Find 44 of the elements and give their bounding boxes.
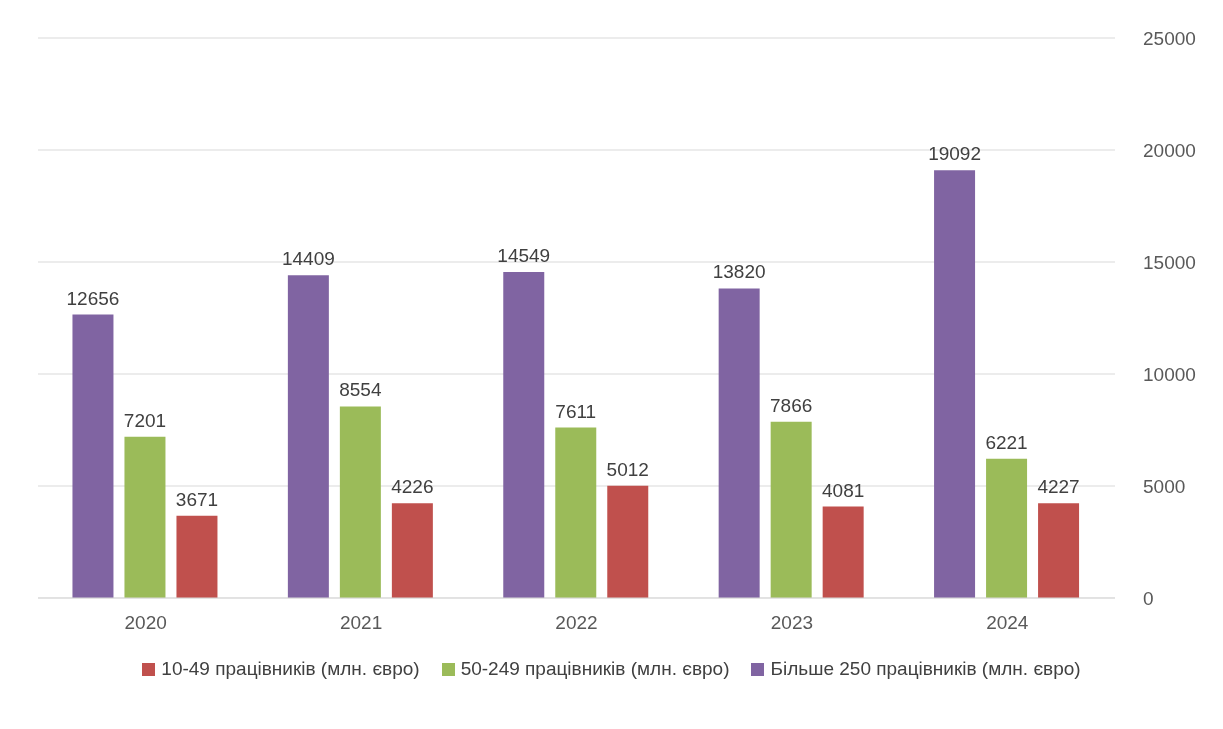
- bar: [72, 314, 114, 598]
- bar: [770, 421, 812, 598]
- data-label: 3671: [175, 488, 219, 510]
- x-tick-label: 2023: [770, 612, 814, 634]
- data-label: 19092: [928, 143, 981, 165]
- data-label: 14409: [281, 248, 335, 270]
- x-tick-label: 2021: [339, 612, 383, 634]
- y-tick-label: 25000: [1143, 27, 1196, 49]
- data-label: 8554: [339, 379, 382, 401]
- data-label: 4227: [1037, 476, 1080, 498]
- bar: [986, 458, 1028, 598]
- data-label: 7201: [123, 409, 167, 431]
- x-tick-label: 2020: [124, 612, 167, 634]
- data-label: 7866: [770, 394, 813, 416]
- bar: [503, 272, 545, 598]
- bar: [607, 485, 649, 598]
- y-tick-label: 5000: [1143, 475, 1186, 497]
- data-label: 6221: [985, 431, 1028, 453]
- legend-label: 50-249 працівників (млн. євро): [460, 658, 730, 680]
- x-tick-label: 2024: [986, 612, 1029, 634]
- data-label: 4081: [822, 479, 865, 501]
- y-tick-label: 0: [1143, 587, 1154, 609]
- data-label: 5012: [606, 458, 649, 480]
- bar: [934, 170, 976, 598]
- bar: [1038, 503, 1080, 598]
- y-tick-label: 20000: [1143, 139, 1196, 161]
- data-label: 12656: [66, 287, 120, 309]
- bar: [391, 503, 433, 598]
- data-label: 14549: [497, 245, 551, 267]
- bar: [555, 427, 597, 598]
- data-label: 13820: [712, 261, 766, 283]
- legend-label: 10-49 працівників (млн. євро): [161, 658, 420, 680]
- bar: [718, 288, 760, 598]
- bar: [339, 406, 381, 598]
- y-tick-label: 10000: [1143, 363, 1196, 385]
- bar: [176, 515, 218, 598]
- data-label: 7611: [555, 400, 597, 422]
- bar: [124, 436, 166, 598]
- y-tick-label: 15000: [1143, 251, 1196, 273]
- data-label: 4226: [391, 476, 434, 498]
- bar: [287, 275, 329, 598]
- x-tick-label: 2022: [555, 612, 598, 634]
- legend-label: Більше 250 працівників (млн. євро): [770, 658, 1081, 680]
- bar: [822, 506, 864, 598]
